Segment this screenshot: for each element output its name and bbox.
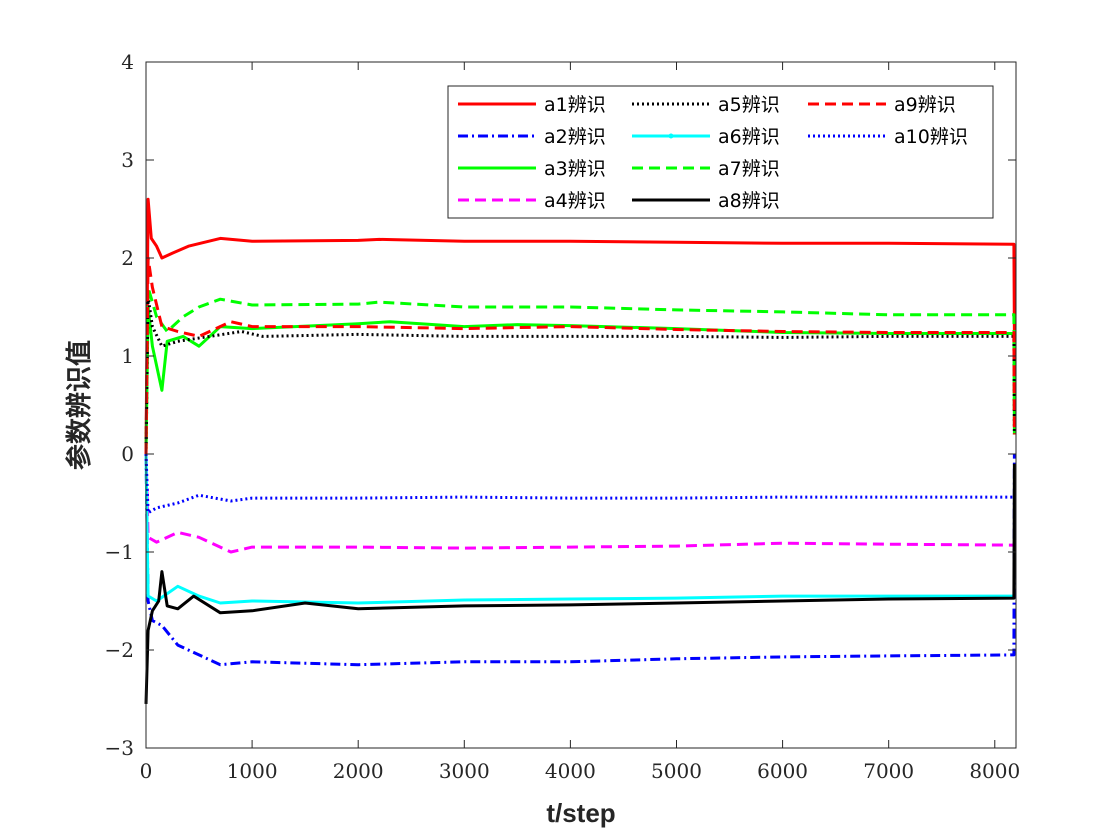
legend-label: a9辨识 — [894, 94, 956, 116]
legend-label: a2辨识 — [544, 126, 606, 148]
legend-label: a4辨识 — [544, 190, 606, 212]
x-tick-label: 0 — [140, 759, 153, 783]
x-axis-title: t/step — [546, 798, 615, 828]
legend-label: a6辨识 — [718, 126, 780, 148]
y-tick-label: 2 — [121, 246, 134, 270]
legend-label: a10辨识 — [894, 126, 968, 148]
legend-box — [447, 85, 994, 219]
legend-label: a7辨识 — [718, 158, 780, 180]
ticks-layer — [145, 61, 1016, 749]
legend-label: a8辨识 — [718, 190, 780, 212]
y-tick-label: 3 — [121, 148, 134, 172]
series-layer — [144, 197, 1016, 704]
series-line — [144, 285, 1016, 455]
x-tick-label: 1000 — [227, 759, 278, 783]
legend: a1辨识 a2辨识 a3辨识 a4辨识 a5辨识 a6辨识 a7辨识 a8辨识 a9辨识 a10辨… — [447, 85, 994, 219]
y-tick-label: −2 — [105, 638, 134, 662]
legend-marker — [668, 133, 674, 139]
y-tick-labels: −3 −2 −1 0 1 2 3 4 — [105, 50, 134, 760]
x-tick-label: 6000 — [757, 759, 808, 783]
y-tick-label: −1 — [105, 540, 134, 564]
y-tick-label: 1 — [121, 344, 134, 368]
x-tick-labels: 0 1000 2000 3000 4000 5000 6000 7000 8000 — [140, 759, 1021, 783]
legend-label: a3辨识 — [544, 158, 606, 180]
legend-items: a1辨识 a2辨识 a3辨识 a4辨识 a5辨识 a6辨识 a7辨识 a8辨识 a9辨识 a10辨… — [458, 94, 968, 212]
y-tick-label: 4 — [121, 50, 134, 74]
legend-label: a1辨识 — [544, 94, 606, 116]
series-line — [144, 197, 1016, 455]
y-tick-label: 0 — [121, 442, 134, 466]
x-tick-label: 7000 — [863, 759, 914, 783]
series-line — [144, 256, 1016, 455]
plot-frame — [145, 61, 1017, 749]
y-tick-label: −3 — [105, 736, 134, 760]
x-tick-label: 2000 — [333, 759, 384, 783]
y-axis-title: 参数辨识值 — [64, 340, 94, 470]
x-tick-label: 5000 — [651, 759, 702, 783]
legend-label: a5辨识 — [718, 94, 780, 116]
x-tick-label: 4000 — [545, 759, 596, 783]
x-tick-label: 3000 — [439, 759, 490, 783]
series-line — [144, 453, 1014, 554]
series-line — [144, 453, 1016, 667]
x-tick-label: 8000 — [969, 759, 1020, 783]
series-line — [144, 463, 1016, 704]
